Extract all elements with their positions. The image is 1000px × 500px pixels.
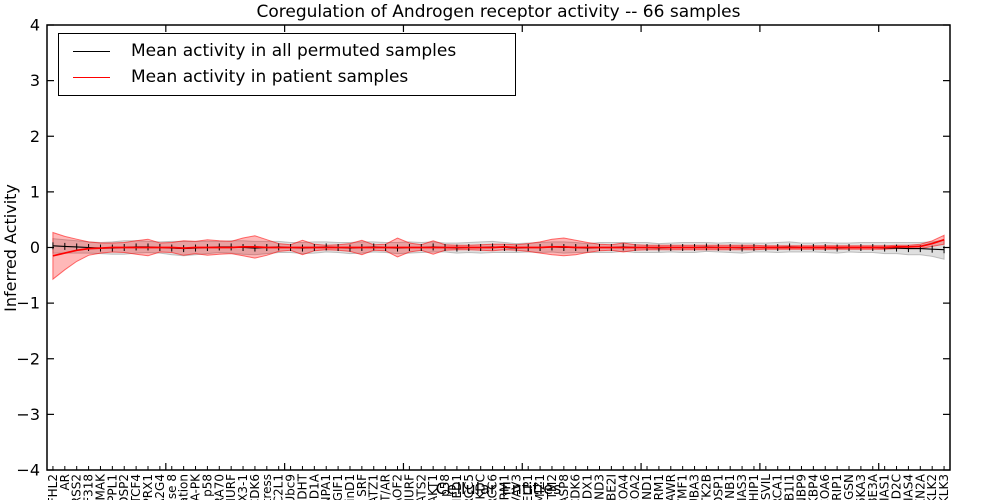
x-category-label: KLK3 xyxy=(937,474,951,500)
x-category-label: PAWR xyxy=(664,474,678,500)
x-axis-label: Cellular Entities xyxy=(435,479,562,498)
x-category-label: PELP1 xyxy=(521,474,535,500)
x-category-label: T-DHT/AR xyxy=(379,474,393,500)
legend: Mean activity in all permuted samples Me… xyxy=(58,33,516,96)
x-category-label: cell proliferation xyxy=(177,474,191,500)
x-category-label: CMTM2 xyxy=(545,474,559,500)
x-category-label: FHL2 xyxy=(46,474,60,500)
x-category-label: T-DHT/AR/Caspase 8 xyxy=(165,474,179,500)
x-category-label: VAV3 xyxy=(509,474,523,500)
x-category-label: CDKN2A xyxy=(913,473,927,500)
x-category-label: MAK xyxy=(93,473,107,500)
patient-mean-line xyxy=(52,238,945,257)
x-category-label: SRF xyxy=(355,474,369,497)
x-category-label: NCOA4 xyxy=(616,474,630,500)
patient-band xyxy=(52,231,945,281)
y-tick-label: 0 xyxy=(30,238,40,257)
x-category-label: CDC2L1 xyxy=(272,474,286,500)
legend-label-permuted: Mean activity in all permuted samples xyxy=(131,40,457,61)
x-category-label: AR xyxy=(58,474,72,491)
x-category-label: PA2G4 xyxy=(153,474,167,500)
x-category-label: PTK2B xyxy=(699,474,713,500)
x-category-label: PRDX1 xyxy=(581,474,595,500)
y-tick-label: 1 xyxy=(30,182,40,201)
x-category-label: KLK2 xyxy=(925,474,939,500)
x-category-label: T-DHT/AR/ARA70 xyxy=(212,474,226,500)
x-category-label: CCND3 xyxy=(592,474,606,500)
x-category-label: CTNNB1 xyxy=(723,474,737,500)
legend-label-patient: Mean activity in patient samples xyxy=(131,67,409,88)
x-category-label: T-DHT/AR/SNURF xyxy=(224,474,238,500)
x-category-label: CTDSP2 xyxy=(117,474,131,500)
y-tick-label: −4 xyxy=(16,461,40,480)
x-category-label: BRCA1 xyxy=(771,474,785,500)
x-category-label: MED1 xyxy=(450,474,464,500)
x-category-label: NCOA2 xyxy=(628,474,642,500)
x-category-label: DNA-PK xyxy=(189,473,203,500)
y-tick-label: 2 xyxy=(30,127,40,146)
x-category-label: UBA3 xyxy=(688,474,702,500)
x-category-label: TGFB1I1 xyxy=(783,474,797,500)
x-category-label: NCOA6 xyxy=(818,474,832,500)
x-category-label: T-DHT/AR/TIF2/CARM1 xyxy=(497,474,511,500)
x-category-label: UBE3A xyxy=(866,473,880,500)
x-category-label: T-DHT/AR/Ubc9 xyxy=(284,474,298,500)
x-category-label: response to oxidative stress xyxy=(260,474,274,500)
x-category-label: FKBP4 xyxy=(806,474,820,500)
x-category-label: TCF4 xyxy=(129,474,143,500)
x-category-label: UBE2I xyxy=(604,474,618,500)
x-category-label: T-DHT/AR/CDK6 xyxy=(248,474,262,500)
y-axis-label: Inferred Activity xyxy=(1,184,20,312)
x-category-label: PIAS3 xyxy=(735,474,749,500)
x-category-label: NRIP1 xyxy=(830,474,844,500)
x-category-label: PIAS4 xyxy=(901,474,915,500)
x-category-label: PATZ1 xyxy=(367,474,381,500)
x-category-label: CCND1 xyxy=(640,474,654,500)
patient-line-swatch-icon xyxy=(73,77,110,79)
x-category-label: AOF2 xyxy=(391,474,405,500)
x-category-label: NKX3-1 xyxy=(236,474,250,500)
x-category-label: AKT1 xyxy=(426,474,440,500)
x-category-label: TMF1 xyxy=(676,474,690,500)
y-tick-label: 3 xyxy=(30,71,40,90)
y-tick-label: 4 xyxy=(30,16,40,35)
x-category-label: LATS2 xyxy=(414,474,428,500)
x-category-label: mol:T-DHT xyxy=(295,473,309,500)
x-category-label: TMPRSS2 xyxy=(70,474,84,500)
x-category-label: T-DHT/AR/Cyclin D3/CDK11 p58 xyxy=(200,474,214,500)
x-category-label: APPL1 xyxy=(105,474,119,500)
x-category-label: RANBP9 xyxy=(794,474,808,500)
y-tick-label: −1 xyxy=(16,294,40,313)
legend-entry-patient: Mean activity in patient samples xyxy=(59,69,515,86)
x-category-label: XRCC6 xyxy=(486,474,500,500)
x-category-label: CARM1 xyxy=(652,474,666,500)
x-category-label: HIP1 xyxy=(747,474,761,500)
permuted-line-swatch-icon xyxy=(73,50,110,52)
x-category-label: SVIL xyxy=(759,474,773,500)
x-category-label: PIAS1 xyxy=(878,474,892,500)
x-category-label: GSN xyxy=(842,474,856,500)
x-category-label: SNURF xyxy=(402,474,416,500)
chart-title: Coregulation of Androgen receptor activi… xyxy=(256,2,741,22)
x-category-label: CDK6 xyxy=(569,474,583,500)
x-category-label: Cyclin D3/CDK11 p58 xyxy=(438,474,452,500)
x-category-label: CTDSP1 xyxy=(711,474,725,500)
x-category-label: JMJD2C xyxy=(890,474,904,500)
x-category-label: ZNF318 xyxy=(82,474,96,500)
x-category-label: T-DHT/AR/CyclinD1 xyxy=(343,474,357,500)
x-category-label: XRCC5 xyxy=(462,474,476,500)
x-category-label: TGIF1 xyxy=(331,474,345,500)
x-category-label: T-DHT/AR/PRX1 xyxy=(141,474,155,500)
x-category-label: HNRNPA1 xyxy=(319,474,333,500)
x-category-label: ZMIZ1 xyxy=(533,474,547,500)
x-category-label: PRKDC xyxy=(474,474,488,500)
legend-entry-permuted: Mean activity in all permuted samples xyxy=(59,40,515,61)
x-category-label: JMJD1A xyxy=(307,473,321,500)
x-category-label: CASP8 xyxy=(557,474,571,500)
y-tick-label: −2 xyxy=(16,349,40,368)
y-tick-label: −3 xyxy=(16,405,40,424)
x-category-label: RPS6KA3 xyxy=(854,474,868,500)
